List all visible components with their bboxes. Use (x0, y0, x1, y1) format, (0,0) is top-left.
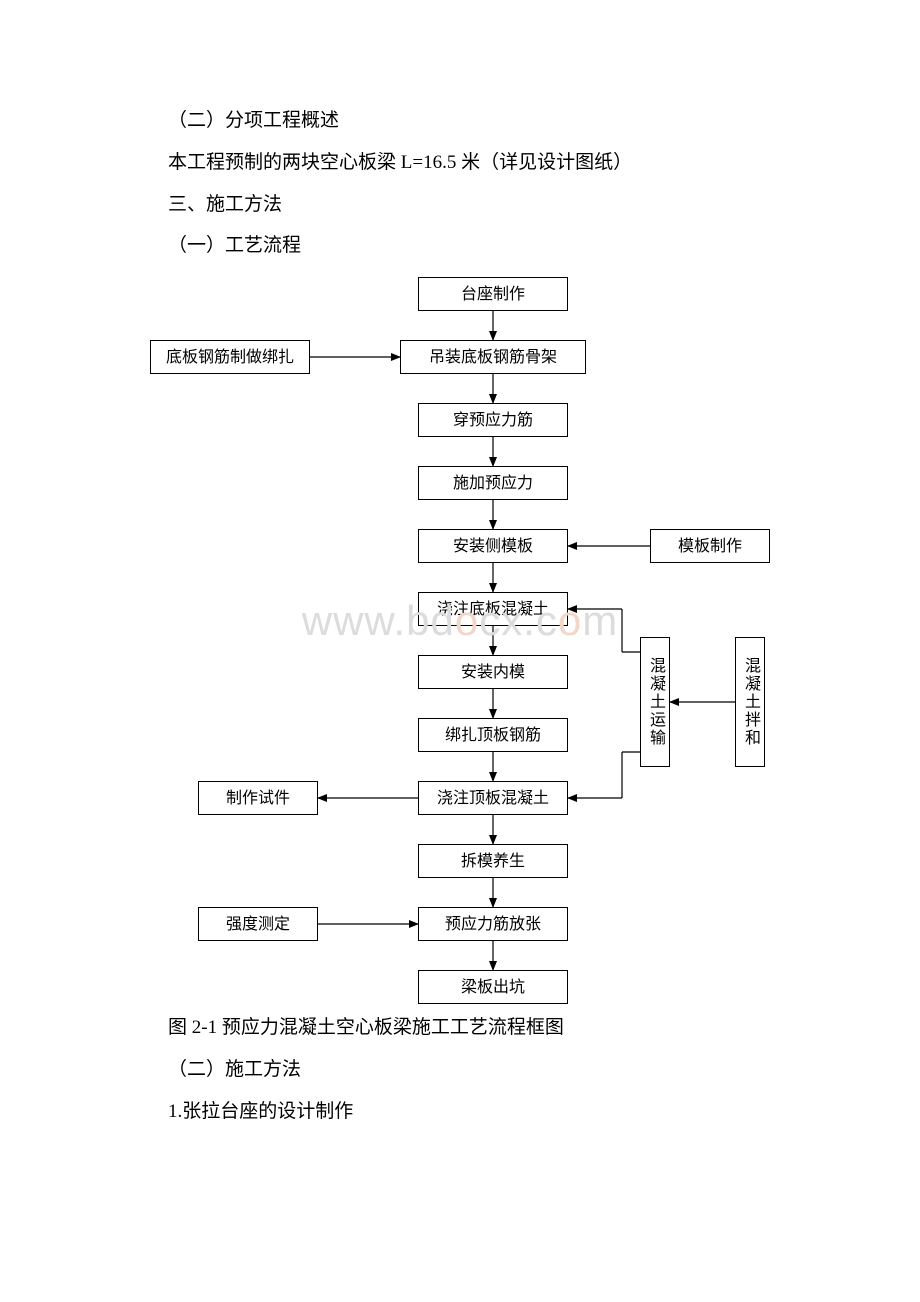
flowchart-node-qd: 强度测定 (198, 907, 318, 941)
flowchart-node-zsj: 制作试件 (198, 781, 318, 815)
para-section3: 三、施工方法 (130, 184, 790, 226)
flowchart-node-n5: 安装侧模板 (418, 529, 568, 563)
figure-caption: 图 2-1 预应力混凝土空心板梁施工工艺流程框图 (130, 1007, 790, 1049)
flowchart-node-bzl: 底板钢筋制做绑扎 (150, 340, 310, 374)
para-method-1: 1.张拉台座的设计制作 (130, 1091, 790, 1133)
para-scope: （二）分项工程概述 (130, 100, 790, 142)
flowchart-node-n7: 安装内模 (418, 655, 568, 689)
flowchart-node-ys: 混凝土运输 (640, 637, 670, 767)
flowchart-node-n8: 绑扎顶板钢筋 (418, 718, 568, 752)
flowchart-node-n1: 台座制作 (418, 277, 568, 311)
flowchart-node-bh: 混凝土拌和 (735, 637, 765, 767)
flowchart-node-n9: 浇注顶板混凝土 (418, 781, 568, 815)
flowchart-node-n3: 穿预应力筋 (418, 403, 568, 437)
flowchart-node-n4: 施加预应力 (418, 466, 568, 500)
flowchart-node-n11: 预应力筋放张 (418, 907, 568, 941)
para-desc: 本工程预制的两块空心板梁 L=16.5 米（详见设计图纸） (130, 142, 790, 184)
wm-part: m (582, 597, 618, 644)
flowchart-node-n10: 拆模养生 (418, 844, 568, 878)
para-method: （二）施工方法 (130, 1049, 790, 1091)
flowchart-node-n2: 吊装底板钢筋骨架 (400, 340, 586, 374)
flowchart-node-mb: 模板制作 (650, 529, 770, 563)
para-process: （一）工艺流程 (130, 225, 790, 267)
flowchart: www.bdocx.com 台座制作底板钢筋制做绑扎吊装底板钢筋骨架穿预应力筋施… (130, 267, 790, 1007)
flowchart-node-n6: 浇注底板混凝土 (418, 592, 568, 626)
flowchart-node-n12: 梁板出坑 (418, 970, 568, 1004)
